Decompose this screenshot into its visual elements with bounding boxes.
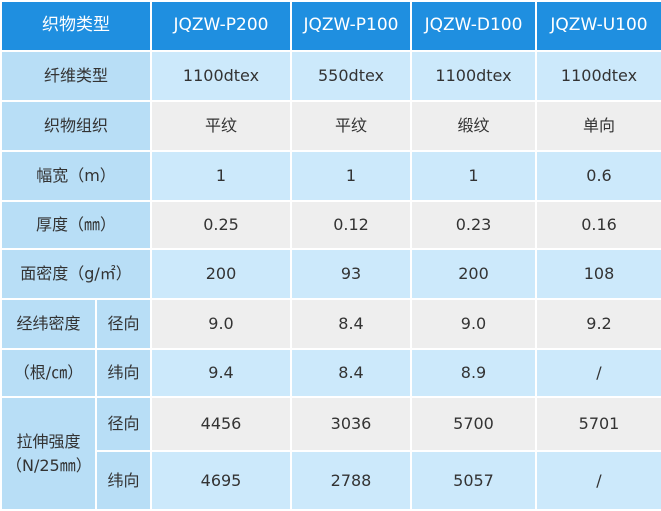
header-cell: JQZW-P200 — [152, 2, 290, 50]
row: 面密度（g/㎡） 200 93 200 108 — [2, 250, 661, 298]
sub-label: 径向 — [97, 398, 150, 450]
row: 织物组织 平纹 平纹 缎纹 单向 — [2, 102, 661, 150]
sub-label: 径向 — [97, 300, 150, 348]
value-cell: 0.25 — [152, 202, 290, 248]
row-label: 厚度（㎜） — [2, 202, 150, 248]
value-cell: 1100dtex — [412, 52, 535, 100]
sub-label: 纬向 — [97, 350, 150, 396]
value-cell: 4456 — [152, 398, 290, 450]
header-row: 织物类型 JQZW-P200 JQZW-P100 JQZW-D100 JQZW-U100 — [2, 2, 661, 50]
value-cell: 0.16 — [537, 202, 661, 248]
row-label: 织物组织 — [2, 102, 150, 150]
row-label: 纤维类型 — [2, 52, 150, 100]
value-cell: 550dtex — [292, 52, 410, 100]
value-cell: 9.4 — [152, 350, 290, 396]
value-cell: 1 — [152, 152, 290, 200]
row: 幅宽（m） 1 1 1 0.6 — [2, 152, 661, 200]
value-cell: 5057 — [412, 452, 535, 509]
value-cell: 5701 — [537, 398, 661, 450]
value-cell: 108 — [537, 250, 661, 298]
value-cell: 缎纹 — [412, 102, 535, 150]
value-cell: 9.0 — [412, 300, 535, 348]
value-cell: 4695 — [152, 452, 290, 509]
header-cell: JQZW-U100 — [537, 2, 661, 50]
value-cell: 1100dtex — [152, 52, 290, 100]
header-label: 织物类型 — [2, 2, 150, 50]
value-cell: 200 — [152, 250, 290, 298]
row: （根/㎝） 纬向 9.4 8.4 8.9/ — [2, 350, 661, 396]
value-cell: 9.0 — [152, 300, 290, 348]
row-label: （根/㎝） — [2, 350, 95, 396]
value-cell: 200 — [412, 250, 535, 298]
row: 纬向 4695 2788 5057/ — [2, 452, 661, 509]
value-cell: / — [537, 350, 661, 396]
row: 厚度（㎜） 0.25 0.12 0.23 0.16 — [2, 202, 661, 248]
row-label: 面密度（g/㎡） — [2, 250, 150, 298]
value-cell: 0.23 — [412, 202, 535, 248]
value-cell: 平纹 — [152, 102, 290, 150]
value-cell: 0.12 — [292, 202, 410, 248]
value-cell: 平纹 — [292, 102, 410, 150]
row-label: 拉伸强度（N/25㎜） — [2, 398, 95, 509]
value-cell: / — [537, 452, 661, 509]
value-cell: 93 — [292, 250, 410, 298]
value-cell: 1 — [412, 152, 535, 200]
value-cell: 9.2 — [537, 300, 661, 348]
value-cell: 0.6 — [537, 152, 661, 200]
value-cell: 8.4 — [292, 300, 410, 348]
value-cell: 2788 — [292, 452, 410, 509]
row-label: 幅宽（m） — [2, 152, 150, 200]
value-cell: 1 — [292, 152, 410, 200]
row: 拉伸强度（N/25㎜） 径向 4456 3036 5700 5701 — [2, 398, 661, 509]
header-cell: JQZW-P100 — [292, 2, 410, 50]
value-cell: 1100dtex — [537, 52, 661, 100]
row: 经纬密度 径向 9.0 8.4 9.0 9.2 — [2, 300, 661, 348]
row-label: 经纬密度 — [2, 300, 95, 348]
value-cell: 8.9 — [412, 350, 535, 396]
sub-label: 纬向 — [97, 452, 150, 509]
value-cell: 5700 — [412, 398, 535, 450]
value-cell: 8.4 — [292, 350, 410, 396]
value-cell: 3036 — [292, 398, 410, 450]
row: 纤维类型 1100dtex 550dtex 1100dtex 1100dtex — [2, 52, 661, 100]
header-cell: JQZW-D100 — [412, 2, 535, 50]
value-cell: 单向 — [537, 102, 661, 150]
